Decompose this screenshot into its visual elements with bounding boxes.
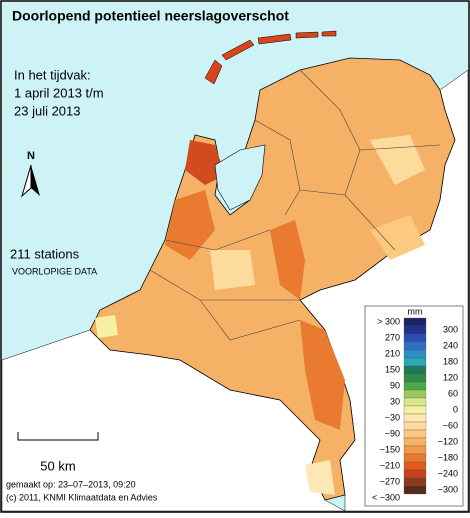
period-to: 23 juli 2013 [14, 103, 81, 118]
patch [370, 215, 425, 260]
ijsselmeer [214, 144, 266, 211]
island [295, 31, 319, 39]
island [221, 39, 255, 61]
legend-swatch [403, 357, 427, 367]
legend-label-left: 270 [385, 332, 400, 342]
legend-unit: mm [408, 306, 423, 316]
legend-swatch [403, 317, 427, 327]
legend-label-left: −150 [380, 444, 400, 454]
legend-swatch [403, 469, 427, 479]
legend-label-right: 60 [448, 388, 458, 398]
legend-label-left: 30 [390, 396, 400, 406]
legend-swatch [403, 397, 427, 407]
legend-label-right: 240 [443, 340, 458, 350]
island [204, 59, 223, 85]
patch [370, 135, 425, 185]
north-arrow [21, 164, 32, 198]
legend-label-right: 0 [453, 404, 458, 414]
legend-label-left: < −300 [372, 492, 400, 502]
legend-swatch [403, 477, 427, 487]
legend-label-right: −240 [438, 468, 458, 478]
legend-swatch [403, 325, 427, 335]
patch [300, 320, 345, 430]
island [257, 33, 292, 45]
legend-label-left: −210 [380, 460, 400, 470]
legend-swatch [403, 389, 427, 399]
patch [185, 140, 225, 185]
legend-label-right: 120 [443, 372, 458, 382]
patch [210, 250, 255, 290]
legend-label-right: 180 [443, 356, 458, 366]
title: Doorlopend potentieel neerslagoverschot [12, 8, 289, 24]
patch [270, 220, 305, 300]
legend-swatch [403, 437, 427, 447]
made-on: gemaakt op: 23–07–2013, 09:20 [6, 479, 136, 489]
patch [305, 460, 335, 495]
legend-swatch [403, 453, 427, 463]
island [321, 30, 337, 37]
legend-swatch [403, 485, 427, 495]
legend: mm > 300 270 210 150 90 30 −30 −90 −150 −210 −270 < … [372, 306, 458, 502]
scale-label: 50 km [40, 458, 75, 473]
legend-swatch [403, 421, 427, 431]
legend-label-left: −90 [385, 428, 400, 438]
legend-label-left: −30 [385, 412, 400, 422]
legend-label-left: −270 [380, 476, 400, 486]
legend-label-right: −120 [438, 436, 458, 446]
north-label: N [27, 150, 35, 162]
legend-label-right: 300 [443, 324, 458, 334]
patch [95, 315, 118, 338]
legend-swatch [403, 333, 427, 343]
legend-swatch [403, 381, 427, 391]
legend-swatch [403, 405, 427, 415]
legend-label-left: 210 [385, 348, 400, 358]
legend-swatch [403, 413, 427, 423]
north-arrow [31, 165, 40, 196]
legend-label-right: −300 [438, 484, 458, 494]
province-borders [149, 69, 441, 341]
legend-label-left: 150 [385, 364, 400, 374]
period-from: 1 april 2013 t/m [14, 85, 104, 100]
legend-swatch [403, 445, 427, 455]
legend-swatch [403, 373, 427, 383]
legend-label-left: > 300 [377, 316, 400, 326]
status: VOORLOPIGE DATA [12, 266, 97, 276]
copyright: (c) 2011, KNMI Klimaatdata en Advies [6, 492, 158, 502]
scale-bar [17, 432, 99, 441]
legend-swatch [403, 349, 427, 359]
period-heading: In het tijdvak: [14, 67, 91, 82]
legend-swatch [403, 365, 427, 375]
legend-swatch [403, 429, 427, 439]
legend-swatch [403, 461, 427, 471]
legend-label-right: −180 [438, 452, 458, 462]
legend-label-left: 90 [390, 380, 400, 390]
legend-swatch [403, 341, 427, 351]
legend-label-right: −60 [443, 420, 458, 430]
stations: 211 stations [10, 246, 80, 261]
